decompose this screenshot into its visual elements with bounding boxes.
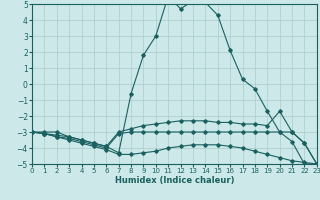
X-axis label: Humidex (Indice chaleur): Humidex (Indice chaleur) (115, 176, 234, 185)
